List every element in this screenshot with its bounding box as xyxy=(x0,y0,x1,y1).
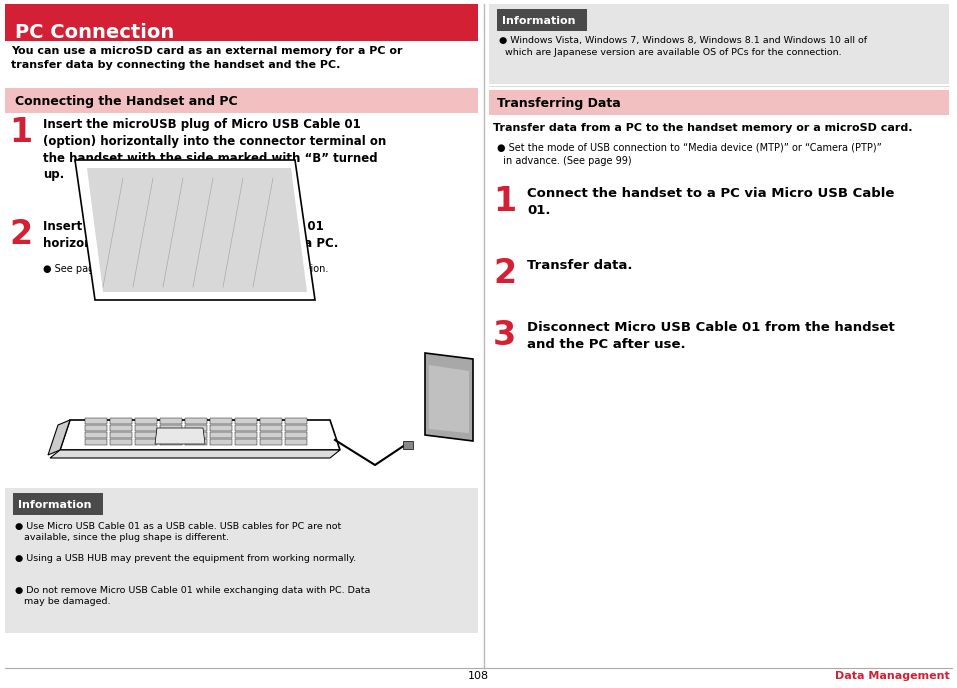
Text: 3: 3 xyxy=(493,319,516,352)
Text: Connecting the Handset and PC: Connecting the Handset and PC xyxy=(15,95,237,108)
Polygon shape xyxy=(135,432,157,438)
Text: ● Using a USB HUB may prevent the equipment from working normally.: ● Using a USB HUB may prevent the equipm… xyxy=(15,554,356,563)
Text: 2: 2 xyxy=(9,218,33,251)
Text: ● Use Micro USB Cable 01 as a USB cable. USB cables for PC are not
   available,: ● Use Micro USB Cable 01 as a USB cable.… xyxy=(15,522,342,542)
Polygon shape xyxy=(235,418,257,424)
Polygon shape xyxy=(110,432,132,438)
Bar xyxy=(5,488,478,633)
Text: Transfer data.: Transfer data. xyxy=(527,259,633,272)
Polygon shape xyxy=(60,420,340,450)
Polygon shape xyxy=(210,432,232,438)
Polygon shape xyxy=(110,418,132,424)
Polygon shape xyxy=(75,160,315,300)
Polygon shape xyxy=(429,365,469,433)
Bar xyxy=(5,4,478,41)
Bar xyxy=(489,4,949,84)
Polygon shape xyxy=(210,439,232,445)
Text: ● Set the mode of USB connection to “Media device (MTP)” or “Camera (PTP)”
  in : ● Set the mode of USB connection to “Med… xyxy=(497,143,881,166)
Bar xyxy=(497,9,587,31)
Polygon shape xyxy=(110,425,132,431)
Polygon shape xyxy=(285,439,307,445)
Polygon shape xyxy=(155,428,205,444)
Polygon shape xyxy=(87,168,307,292)
Polygon shape xyxy=(260,439,282,445)
Polygon shape xyxy=(85,418,107,424)
Polygon shape xyxy=(425,353,473,441)
Text: Information: Information xyxy=(18,500,92,510)
Polygon shape xyxy=(160,432,182,438)
Polygon shape xyxy=(110,439,132,445)
Text: Transferring Data: Transferring Data xyxy=(497,97,621,110)
Polygon shape xyxy=(210,425,232,431)
Bar xyxy=(5,88,478,113)
Text: ● Do not remove Micro USB Cable 01 while exchanging data with PC. Data
   may be: ● Do not remove Micro USB Cable 01 while… xyxy=(15,586,370,606)
Polygon shape xyxy=(235,439,257,445)
Polygon shape xyxy=(48,420,70,455)
Polygon shape xyxy=(135,425,157,431)
Text: 1: 1 xyxy=(9,116,33,149)
Bar xyxy=(489,90,949,115)
Polygon shape xyxy=(185,425,207,431)
Polygon shape xyxy=(50,450,340,458)
Polygon shape xyxy=(235,432,257,438)
Polygon shape xyxy=(285,425,307,431)
Text: Transfer data from a PC to the handset memory or a microSD card.: Transfer data from a PC to the handset m… xyxy=(493,123,913,133)
Polygon shape xyxy=(285,432,307,438)
Bar xyxy=(13,493,103,515)
Polygon shape xyxy=(135,439,157,445)
Polygon shape xyxy=(260,418,282,424)
Polygon shape xyxy=(210,418,232,424)
Polygon shape xyxy=(85,432,107,438)
Polygon shape xyxy=(160,418,182,424)
Polygon shape xyxy=(185,439,207,445)
Polygon shape xyxy=(403,441,413,449)
Text: Data Management: Data Management xyxy=(835,671,950,681)
Text: 2: 2 xyxy=(493,257,516,290)
Text: Information: Information xyxy=(502,16,575,26)
Polygon shape xyxy=(260,425,282,431)
Polygon shape xyxy=(185,418,207,424)
Text: ● Windows Vista, Windows 7, Windows 8, Windows 8.1 and Windows 10 all of
  which: ● Windows Vista, Windows 7, Windows 8, W… xyxy=(499,36,867,56)
Text: 1: 1 xyxy=(493,185,516,218)
Text: Disconnect Micro USB Cable 01 from the handset
and the PC after use.: Disconnect Micro USB Cable 01 from the h… xyxy=(527,321,895,351)
Text: 108: 108 xyxy=(467,671,489,681)
Text: Insert the microUSB plug of Micro USB Cable 01
(option) horizontally into the co: Insert the microUSB plug of Micro USB Ca… xyxy=(43,118,387,182)
Polygon shape xyxy=(85,425,107,431)
Polygon shape xyxy=(185,432,207,438)
Text: Insert the USB plug of Micro USB Cable 01
horizontally into the USB connector on: Insert the USB plug of Micro USB Cable 0… xyxy=(43,220,339,250)
Text: You can use a microSD card as an external memory for a PC or
transfer data by co: You can use a microSD card as an externa… xyxy=(11,46,403,69)
Polygon shape xyxy=(160,425,182,431)
Polygon shape xyxy=(260,432,282,438)
Polygon shape xyxy=(160,439,182,445)
Polygon shape xyxy=(285,418,307,424)
Polygon shape xyxy=(235,425,257,431)
Text: PC Connection: PC Connection xyxy=(15,23,174,41)
Text: ● See page 99 for details on the mode of USB connection.: ● See page 99 for details on the mode of… xyxy=(43,264,328,274)
Text: Connect the handset to a PC via Micro USB Cable
01.: Connect the handset to a PC via Micro US… xyxy=(527,187,895,217)
Polygon shape xyxy=(135,418,157,424)
Polygon shape xyxy=(85,439,107,445)
